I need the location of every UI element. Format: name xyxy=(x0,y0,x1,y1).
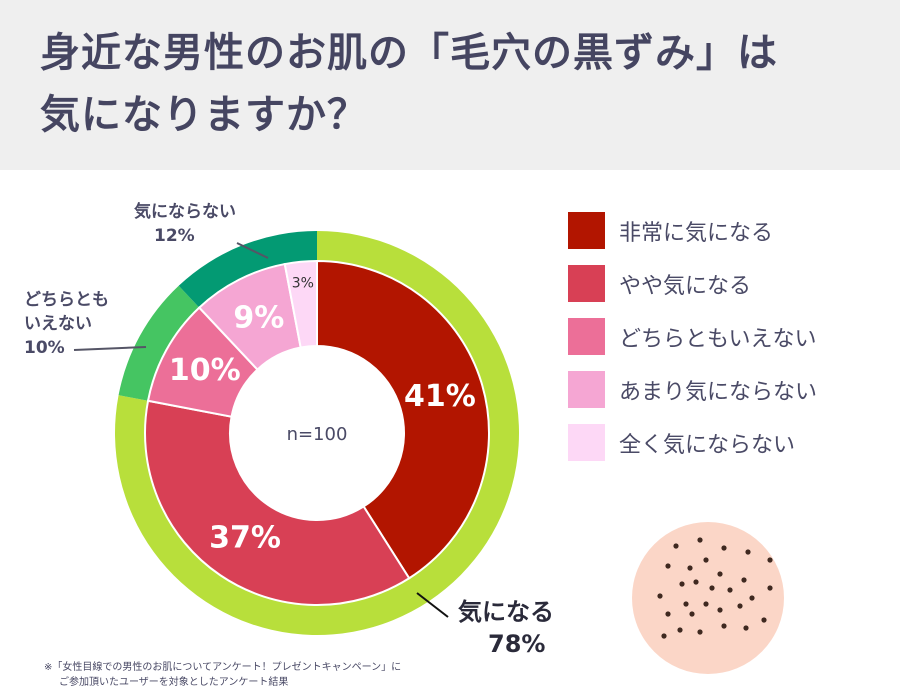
pore-dot xyxy=(745,549,751,555)
outer-label-neutral-line1: どちらとも xyxy=(24,290,109,310)
outer-slice xyxy=(118,285,200,401)
pore-dot xyxy=(761,617,767,623)
pore-dot xyxy=(689,611,695,617)
pore-dot xyxy=(661,633,667,639)
pore-dot xyxy=(703,557,709,563)
pore-dot xyxy=(657,593,663,599)
page-title: 身近な男性のお肌の「毛穴の黒ずみ」は 気になりますか？ xyxy=(40,22,880,146)
slice-data-label: 10% xyxy=(169,353,241,388)
legend-swatch-very-concerned xyxy=(568,212,605,249)
pore-dot xyxy=(721,545,727,551)
outer-slice xyxy=(178,231,317,308)
title-line-2: 気になりますか？ xyxy=(40,92,368,138)
legend-label: あまり気にならない xyxy=(619,379,818,405)
legend: 非常に気になる やや気になる どちらともいえない あまり気にならない 全く気にな… xyxy=(568,212,817,477)
pore-dot xyxy=(737,603,743,609)
legend-swatch-not-very xyxy=(568,371,605,408)
inner-slice xyxy=(316,259,490,580)
outer-label-neutral-line2: いえない xyxy=(24,314,92,334)
legend-swatch-somewhat-concerned xyxy=(568,265,605,302)
legend-label: やや気になる xyxy=(619,273,752,299)
legend-item: やや気になる xyxy=(568,265,817,302)
outer-label-concerned-value: 78% xyxy=(488,630,546,658)
donut-hole xyxy=(231,347,403,519)
legend-item: どちらともいえない xyxy=(568,318,817,355)
inner-slice xyxy=(144,399,411,606)
legend-label: 全く気にならない xyxy=(619,432,796,458)
leader-line xyxy=(236,242,269,259)
pore-dot xyxy=(697,629,703,635)
outer-label-concerned: 気になる 78% xyxy=(458,596,554,660)
slice-data-label: 41% xyxy=(404,379,476,414)
pore-dot xyxy=(727,587,733,593)
outer-label-concerned-name: 気になる xyxy=(458,598,554,626)
pore-dot xyxy=(717,571,723,577)
outer-label-neutral: どちらとも いえない 10% xyxy=(24,288,109,360)
outer-label-not-concerned: 気にならない 12% xyxy=(134,200,270,248)
pore-dot xyxy=(721,623,727,629)
legend-label: 非常に気になる xyxy=(619,220,774,246)
outer-label-not-concerned-value: 12% xyxy=(154,226,195,246)
leader-line xyxy=(416,592,449,618)
slice-data-label: 9% xyxy=(233,300,284,335)
legend-swatch-neutral xyxy=(568,318,605,355)
pore-dot xyxy=(683,601,689,607)
legend-item: 非常に気になる xyxy=(568,212,817,249)
slice-data-label: 3% xyxy=(292,276,314,292)
pore-dot xyxy=(767,557,773,563)
pore-dot xyxy=(743,625,749,631)
footnote-line-2: ご参加頂いたユーザーを対象としたアンケート結果 xyxy=(59,677,289,688)
pore-dot xyxy=(673,543,679,549)
pore-dot xyxy=(665,611,671,617)
pore-dot xyxy=(693,579,699,585)
pore-dot xyxy=(703,601,709,607)
pore-dot xyxy=(697,537,703,543)
outer-label-neutral-value: 10% xyxy=(24,338,65,358)
footnote: ※「女性目線での男性のお肌についてアンケート！プレゼントキャンペーン」に ご参加… xyxy=(44,660,401,690)
inner-slice xyxy=(283,259,318,349)
leader-line xyxy=(73,346,147,351)
pore-dot xyxy=(717,607,723,613)
pore-dot xyxy=(677,627,683,633)
pore-dot xyxy=(767,585,773,591)
pore-dot xyxy=(665,563,671,569)
pore-dot xyxy=(741,577,747,583)
center-label: n=100 xyxy=(287,424,348,445)
legend-item: 全く気にならない xyxy=(568,424,817,461)
legend-label: どちらともいえない xyxy=(619,326,817,352)
pore-dot xyxy=(679,581,685,587)
title-line-1: 身近な男性のお肌の「毛穴の黒ずみ」は xyxy=(40,30,778,76)
legend-item: あまり気にならない xyxy=(568,371,817,408)
pore-dot xyxy=(749,595,755,601)
skin-illustration xyxy=(632,522,784,674)
outer-label-not-concerned-name: 気にならない xyxy=(134,202,236,222)
header-banner xyxy=(0,0,900,170)
footnote-line-1: ※「女性目線での男性のお肌についてアンケート！プレゼントキャンペーン」に xyxy=(44,662,402,673)
legend-swatch-not-at-all xyxy=(568,424,605,461)
pore-dot xyxy=(687,565,693,571)
slice-data-label: 37% xyxy=(209,520,281,555)
pore-dot xyxy=(709,585,715,591)
